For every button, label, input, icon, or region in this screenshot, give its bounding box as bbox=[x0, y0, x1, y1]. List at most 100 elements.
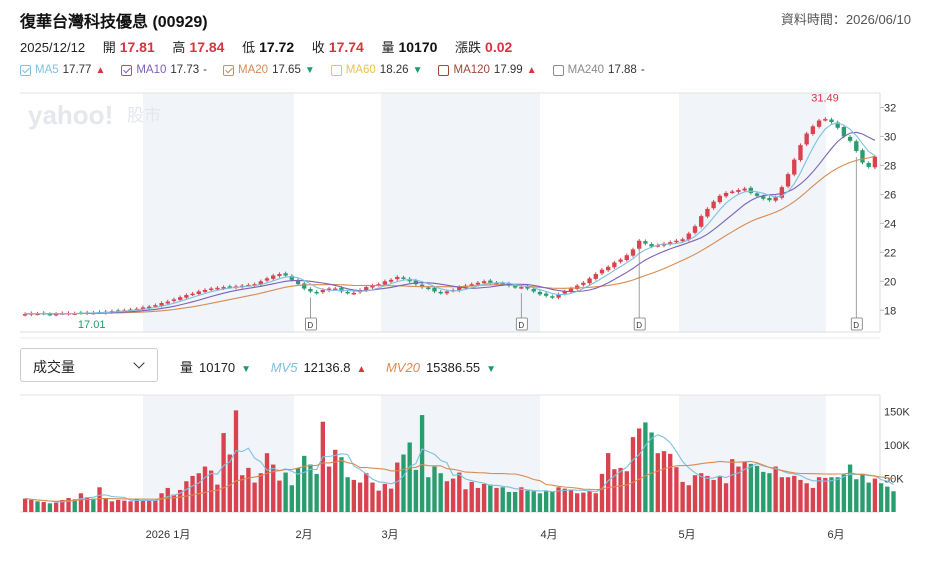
candle-body bbox=[302, 283, 307, 289]
ma-toggle-ma10[interactable]: MA10 17.73- bbox=[121, 64, 207, 76]
volume-bar bbox=[823, 477, 828, 512]
volume-bar bbox=[22, 498, 28, 512]
checkbox-icon[interactable] bbox=[223, 64, 235, 76]
candle-body bbox=[717, 195, 722, 203]
candle-body bbox=[339, 287, 344, 292]
candle-body bbox=[866, 162, 871, 167]
candle-body bbox=[469, 284, 474, 286]
price-tick-label: 26 bbox=[884, 189, 896, 201]
candle-body bbox=[550, 296, 555, 298]
ma-toggle-ma240[interactable]: MA240 17.88- bbox=[552, 64, 645, 76]
high-annotation: 31.49 bbox=[811, 92, 839, 104]
candle-body bbox=[581, 282, 586, 285]
candle-body bbox=[519, 287, 524, 289]
candle-body bbox=[512, 286, 518, 288]
volume-bar bbox=[531, 491, 536, 512]
volume-bar bbox=[494, 487, 499, 512]
high-label: 高 bbox=[172, 40, 186, 55]
volume-bar bbox=[711, 479, 716, 512]
candle-body bbox=[661, 243, 667, 246]
candle-body bbox=[196, 291, 201, 295]
candle-body bbox=[537, 291, 543, 295]
volume-bar bbox=[630, 437, 636, 512]
checkbox-icon[interactable] bbox=[552, 64, 564, 76]
volume-bar bbox=[543, 491, 549, 512]
volume-bar bbox=[419, 415, 425, 512]
volume-bar bbox=[407, 442, 412, 512]
candle-body bbox=[53, 313, 59, 316]
candle-body bbox=[146, 306, 152, 309]
candle-body bbox=[444, 291, 450, 294]
ma20-line bbox=[25, 155, 876, 315]
volume-legend: 量 10170 ▼ MV5 12136.8 ▲ MV20 15386.55 ▼ bbox=[180, 357, 502, 376]
candle-body bbox=[618, 259, 623, 262]
volume-bar bbox=[804, 483, 809, 512]
candle-body bbox=[314, 291, 319, 294]
ma-toggle-ma120[interactable]: MA120 17.99 ▲ bbox=[438, 64, 537, 76]
volume-bar bbox=[333, 449, 338, 512]
candle-body bbox=[556, 294, 561, 298]
ma-value: 17.73 bbox=[170, 64, 200, 76]
volume-bar bbox=[593, 493, 598, 512]
volume-bar bbox=[78, 493, 84, 512]
volume-bar bbox=[457, 472, 462, 512]
ma-toggle-ma60[interactable]: MA60 18.26 ▼ bbox=[330, 64, 422, 76]
candle-body bbox=[606, 266, 611, 271]
quote-date: 2025/12/12 bbox=[20, 40, 86, 55]
volume-bar bbox=[388, 488, 394, 512]
indicator-select[interactable]: 成交量 bbox=[20, 348, 158, 382]
data-timestamp: 資料時間：2026/06/10 bbox=[780, 12, 911, 27]
close-label: 收 bbox=[311, 40, 325, 55]
candle-body bbox=[320, 289, 326, 293]
volume-bar bbox=[854, 479, 859, 512]
mv5-line bbox=[25, 434, 894, 503]
ma10-line bbox=[25, 131, 876, 315]
candle-body bbox=[711, 201, 716, 209]
candle-body bbox=[798, 145, 803, 161]
ma5-line bbox=[25, 122, 876, 315]
volume-bar bbox=[264, 453, 270, 512]
ma-toggle-ma5[interactable]: MA5 17.77 ▲ bbox=[20, 64, 105, 76]
ma-label: MA120 bbox=[453, 64, 490, 76]
volume-bar bbox=[438, 473, 443, 512]
candle-body bbox=[835, 122, 840, 128]
volume-bar bbox=[227, 454, 232, 512]
checkbox-icon[interactable] bbox=[121, 64, 133, 76]
volume-bar bbox=[339, 457, 344, 512]
chevron-down-icon bbox=[133, 357, 145, 369]
price-tick-label: 32 bbox=[884, 102, 896, 114]
dividend-marker bbox=[515, 317, 528, 331]
volume-bar bbox=[792, 475, 797, 512]
open-value: 17.81 bbox=[119, 39, 155, 55]
candle-body bbox=[277, 274, 282, 276]
volume-bar bbox=[587, 490, 592, 512]
candle-body bbox=[543, 293, 549, 296]
candle-body bbox=[264, 278, 270, 281]
ma-toggle-ma20[interactable]: MA20 17.65 ▼ bbox=[223, 64, 315, 76]
checkbox-icon[interactable] bbox=[20, 64, 31, 76]
candle-body bbox=[22, 314, 28, 316]
candle-body bbox=[829, 119, 834, 122]
volume-bar bbox=[66, 497, 71, 512]
volume-bar bbox=[556, 487, 561, 512]
candle-body bbox=[500, 283, 505, 285]
volume-bar bbox=[277, 480, 282, 512]
checkbox-icon[interactable] bbox=[330, 64, 342, 76]
ma-label: MA240 bbox=[567, 64, 605, 76]
candle-body bbox=[649, 244, 654, 247]
volume-bar bbox=[171, 494, 177, 512]
volume-bar bbox=[240, 475, 245, 512]
checkbox-icon[interactable] bbox=[438, 64, 450, 76]
candle-body bbox=[345, 291, 350, 294]
volume-bar bbox=[53, 502, 59, 512]
candle-body bbox=[283, 273, 288, 276]
volume-bar bbox=[47, 503, 53, 512]
candle-body bbox=[140, 307, 146, 310]
volume-bar bbox=[221, 433, 226, 512]
mv20-line bbox=[25, 459, 894, 502]
candle-body bbox=[531, 288, 536, 292]
volume-bar bbox=[283, 472, 288, 512]
volume-bar bbox=[134, 499, 139, 512]
volume-bar bbox=[767, 473, 772, 512]
